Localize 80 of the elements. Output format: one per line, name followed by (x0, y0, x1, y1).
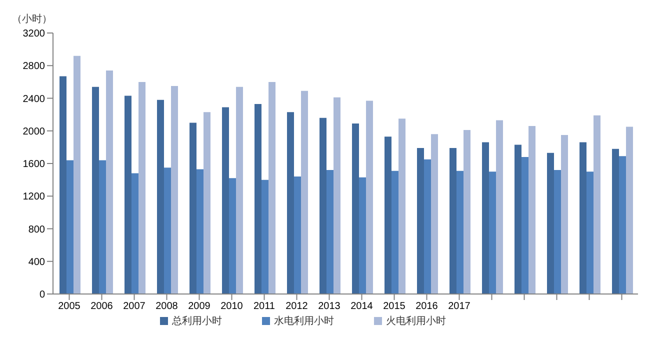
legend-label: 总利用小时 (172, 316, 222, 327)
bar (294, 176, 301, 294)
bar (522, 156, 528, 294)
bar (326, 170, 334, 294)
x-tick-label: 2012 (286, 301, 308, 312)
bar (384, 136, 392, 294)
y-axis-title: （小时） (12, 12, 52, 26)
legend-label: 火电利用小时 (386, 316, 446, 327)
bar (320, 118, 326, 294)
bar (222, 107, 229, 294)
bar (204, 112, 210, 294)
x-tick-label: 2013 (318, 301, 341, 312)
bar (514, 144, 522, 294)
bar (157, 100, 164, 294)
x-tick-label: 2008 (156, 301, 178, 312)
bar (301, 90, 308, 294)
bar (196, 169, 204, 294)
bar (482, 142, 489, 294)
x-tick-label: 2014 (350, 301, 374, 312)
bar (612, 148, 619, 294)
bar (561, 134, 568, 294)
bar (171, 86, 178, 294)
bar (124, 96, 132, 294)
bar (580, 142, 586, 294)
y-tick-label: 3200 (22, 28, 46, 40)
x-tick-label: 2016 (416, 301, 438, 312)
bar (229, 178, 236, 294)
bar (586, 172, 594, 294)
x-tick-label: 2009 (188, 301, 211, 312)
bar (106, 70, 113, 294)
bar (190, 122, 196, 294)
bar (287, 112, 294, 294)
x-tick-label: 2011 (253, 301, 276, 312)
bar (489, 172, 496, 294)
x-tick-label: 2015 (383, 301, 406, 312)
bar (619, 156, 626, 294)
bar (554, 170, 561, 294)
y-tick-label: 2400 (22, 94, 46, 105)
bar (92, 86, 99, 294)
bar (450, 148, 456, 294)
bar (352, 124, 359, 294)
bar (594, 115, 600, 294)
bar (254, 104, 262, 294)
bar (547, 152, 554, 294)
bar (398, 118, 406, 294)
bar (366, 100, 373, 294)
bar (60, 76, 66, 294)
bar (424, 159, 431, 294)
bar (138, 82, 146, 294)
bar (74, 56, 80, 294)
bar (496, 120, 503, 294)
y-tick-label: 1600 (22, 159, 46, 170)
x-tick-label: 2007 (123, 301, 146, 312)
bar (99, 160, 106, 294)
x-tick-label: 2010 (220, 301, 244, 312)
bar (359, 177, 366, 294)
x-tick-label: 2005 (58, 301, 81, 312)
x-tick-label: 2006 (90, 301, 114, 312)
x-tick-label: 2017 (448, 301, 471, 312)
bar (431, 134, 438, 294)
bar (392, 170, 398, 294)
y-tick-label: 800 (28, 224, 46, 236)
y-tick-label: 2800 (22, 61, 46, 72)
bar (528, 126, 536, 294)
y-tick-label: 400 (28, 256, 46, 268)
bar (66, 160, 74, 294)
bar (268, 82, 276, 294)
bar (164, 168, 171, 294)
bar (417, 148, 424, 294)
y-tick-label: 1200 (22, 192, 46, 203)
y-tick-label: 2000 (22, 126, 46, 138)
bar (456, 170, 464, 294)
y-tick-label: 0 (39, 290, 46, 301)
bar (262, 180, 268, 294)
bar (236, 86, 243, 294)
bar (626, 126, 633, 294)
legend-label: 水电利用小时 (274, 316, 334, 327)
bar (334, 97, 340, 294)
bar (132, 173, 138, 294)
bar (464, 130, 470, 294)
